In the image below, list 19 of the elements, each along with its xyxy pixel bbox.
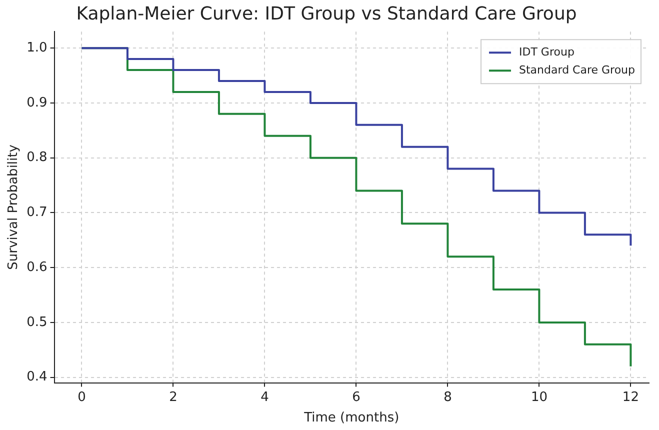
y-tick-label: 0.6 bbox=[26, 260, 48, 275]
y-tick-label: 0.9 bbox=[26, 95, 48, 110]
legend-label: Standard Care Group bbox=[519, 63, 636, 76]
x-tick-label: 10 bbox=[530, 390, 548, 405]
x-tick-label: 12 bbox=[622, 390, 639, 405]
y-tick-label: 1.0 bbox=[26, 40, 48, 56]
x-tick-label: 6 bbox=[352, 390, 360, 405]
x-tick-label: 0 bbox=[78, 390, 86, 405]
x-tick-label: 2 bbox=[169, 390, 178, 405]
x-tick-label: 8 bbox=[444, 390, 452, 405]
chart-title: Kaplan-Meier Curve: IDT Group vs Standard Care Group bbox=[76, 3, 577, 24]
y-tick-label: 0.4 bbox=[26, 370, 48, 385]
y-tick-label: 0.5 bbox=[26, 314, 48, 330]
y-axis-title: Survival Probability bbox=[6, 144, 22, 270]
x-tick-label: 4 bbox=[260, 390, 269, 405]
y-tick-label: 0.7 bbox=[26, 205, 48, 220]
y-tick-label: 0.8 bbox=[26, 150, 48, 166]
x-axis-title: Time (months) bbox=[303, 410, 400, 426]
legend-label: IDT Group bbox=[519, 45, 574, 58]
